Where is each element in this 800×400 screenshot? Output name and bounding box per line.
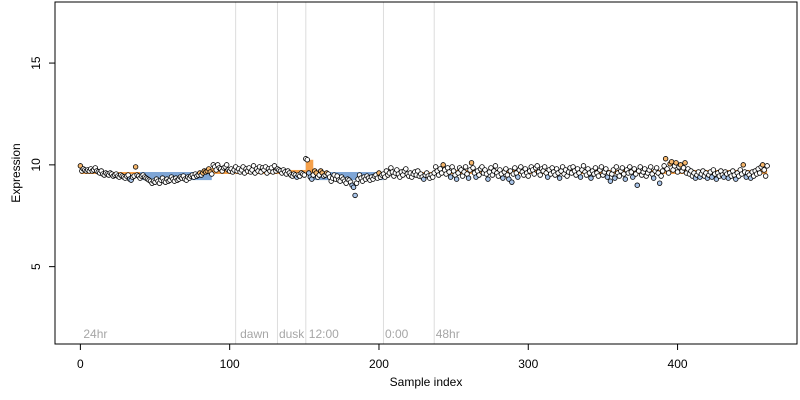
segment-mean-bar (313, 172, 384, 181)
data-point (764, 163, 770, 169)
data-point (592, 165, 599, 171)
data-point (588, 175, 594, 181)
data-point (577, 174, 584, 180)
data-point (541, 164, 548, 170)
data-point (673, 160, 679, 166)
x-tick-label: 300 (518, 357, 538, 371)
data-point (580, 163, 587, 169)
segment-mean-bar (305, 159, 314, 174)
data-point (647, 164, 654, 170)
data-point (446, 169, 452, 175)
data-point (485, 176, 491, 182)
data-point (756, 170, 763, 176)
y-tick-label: 15 (29, 56, 43, 70)
data-point (658, 173, 664, 179)
data-point (613, 164, 620, 170)
data-point (621, 171, 627, 177)
data-point (740, 162, 746, 168)
data-point (518, 164, 524, 170)
data-point (595, 173, 602, 179)
condition-label: 24hr (83, 327, 107, 341)
condition-label: 12:00 (309, 327, 339, 341)
data-point (650, 175, 657, 181)
data-point (509, 179, 515, 185)
data-point (612, 175, 618, 181)
data-point (534, 163, 540, 169)
data-point (634, 182, 640, 188)
data-point (462, 164, 469, 170)
x-tick-label: 200 (369, 357, 389, 371)
x-tick-label: 0 (77, 357, 84, 371)
data-point (680, 165, 687, 171)
x-axis-label: Sample index (390, 375, 463, 389)
data-point (440, 162, 446, 168)
data-point (556, 175, 563, 181)
data-point (622, 176, 629, 182)
data-point (465, 175, 472, 181)
data-point (616, 173, 623, 179)
data-point (662, 156, 669, 162)
data-point (531, 171, 537, 177)
data-point (682, 160, 688, 166)
data-point (761, 167, 767, 173)
data-point (674, 169, 681, 175)
data-point (350, 184, 357, 190)
data-point (500, 175, 506, 181)
data-point (759, 162, 766, 168)
data-point (301, 172, 308, 178)
data-point (470, 165, 476, 171)
y-axis: 5 10 15 (29, 56, 56, 270)
data-point (627, 164, 633, 170)
condition-label: 0:00 (385, 327, 409, 341)
data-point (631, 166, 637, 172)
condition-labels: 24hr dawn dusk 12:00 0:00 48hr (83, 327, 459, 341)
data-point (762, 173, 769, 179)
data-point (223, 162, 230, 168)
data-point (637, 164, 643, 170)
data-point (304, 157, 311, 163)
data-point (537, 172, 543, 178)
data-point (642, 166, 648, 172)
data-point (209, 171, 215, 177)
data-point (476, 172, 482, 178)
data-point (453, 176, 460, 182)
data-point (607, 178, 614, 184)
data-points (77, 156, 770, 199)
data-point (447, 174, 454, 180)
condition-label: dusk (279, 327, 305, 341)
data-point (512, 165, 518, 171)
data-point (659, 168, 666, 174)
x-axis: 0 100 200 300 400 (77, 343, 688, 371)
data-point (656, 180, 663, 186)
condition-label: dawn (240, 327, 269, 341)
y-tick-label: 10 (29, 158, 43, 172)
x-tick-label: 400 (668, 357, 688, 371)
data-point (653, 165, 660, 171)
data-point (525, 173, 531, 179)
data-point (403, 166, 409, 172)
x-tick-label: 100 (220, 357, 240, 371)
data-point (503, 166, 509, 172)
data-point (598, 164, 605, 170)
y-tick-label: 5 (29, 263, 43, 270)
data-point (668, 159, 675, 165)
data-point (132, 164, 139, 170)
data-point (603, 166, 609, 172)
data-point (665, 170, 672, 176)
data-point (515, 174, 521, 180)
data-point (492, 163, 499, 169)
data-point (468, 160, 475, 166)
y-axis-label: Expression (9, 143, 23, 202)
data-point (352, 192, 358, 199)
condition-label: 48hr (436, 327, 460, 341)
data-point (619, 165, 626, 171)
